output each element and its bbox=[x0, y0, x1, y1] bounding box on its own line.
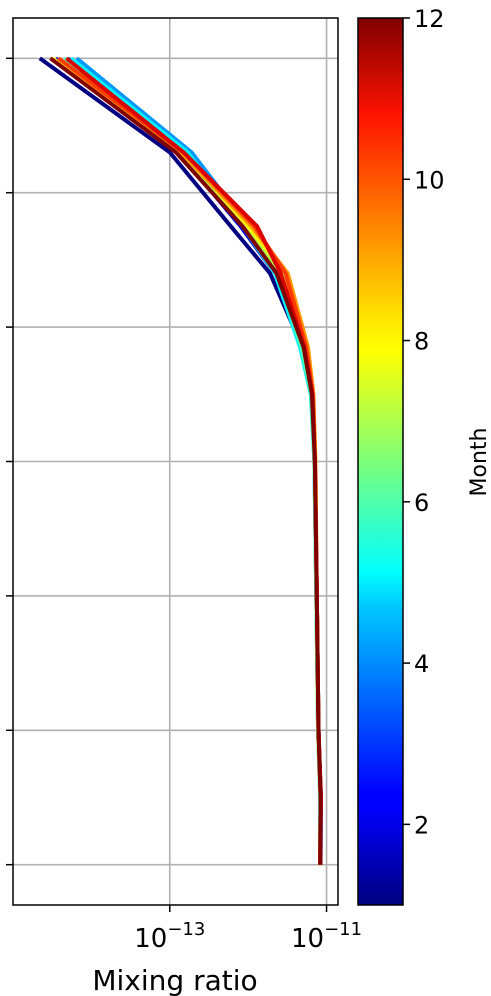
profile-lines bbox=[38, 56, 323, 865]
colorbar-ticks: 2 4 6 8 10 12 bbox=[403, 5, 445, 839]
colorbar-label: Month bbox=[467, 428, 491, 497]
colorbar-tick-label: 2 bbox=[414, 811, 429, 839]
x-axis-ticks: 10−13 10−11 bbox=[134, 905, 362, 954]
x-axis-label: Mixing ratio bbox=[92, 964, 257, 996]
colorbar bbox=[357, 17, 404, 906]
colorbar-tick-label: 6 bbox=[414, 489, 429, 517]
x-tick-label: 10−11 bbox=[291, 919, 362, 954]
x-tick-label: 10−13 bbox=[134, 919, 205, 954]
y-axis-ticks bbox=[6, 57, 13, 866]
colorbar-tick-label: 10 bbox=[414, 166, 445, 194]
colorbar-tick-label: 12 bbox=[414, 5, 445, 33]
colorbar-tick-label: 8 bbox=[414, 328, 429, 356]
colorbar-tick-label: 4 bbox=[414, 650, 429, 678]
profile-line-month-12 bbox=[49, 56, 323, 865]
